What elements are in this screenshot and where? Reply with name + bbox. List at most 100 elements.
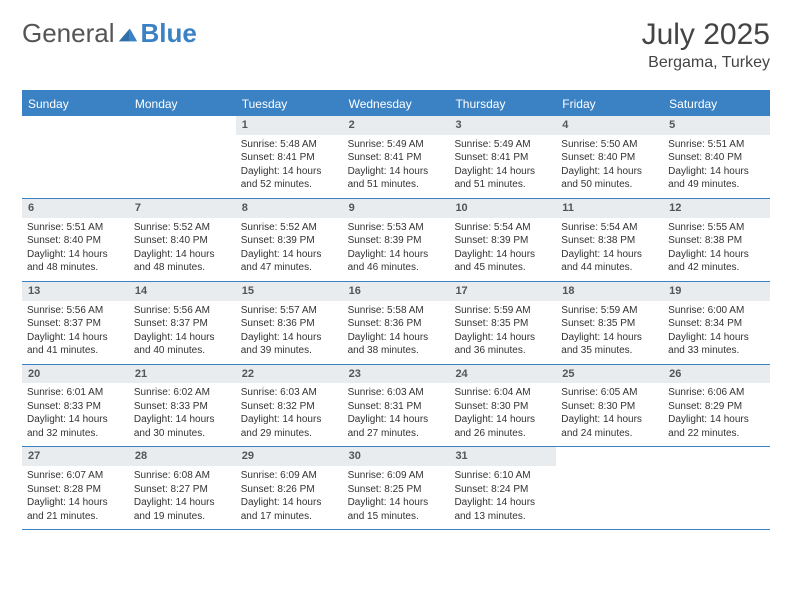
- month-title: July 2025: [642, 18, 770, 52]
- daylight-text: Daylight: 14 hours and 13 minutes.: [454, 496, 551, 523]
- week-row: 27Sunrise: 6:07 AMSunset: 8:28 PMDayligh…: [22, 447, 770, 530]
- daylight-text: Daylight: 14 hours and 48 minutes.: [134, 248, 231, 275]
- day-body: Sunrise: 5:52 AMSunset: 8:39 PMDaylight:…: [236, 218, 343, 281]
- day-cell: 28Sunrise: 6:08 AMSunset: 8:27 PMDayligh…: [129, 447, 236, 529]
- day-cell: 13Sunrise: 5:56 AMSunset: 8:37 PMDayligh…: [22, 282, 129, 364]
- day-cell: .: [556, 447, 663, 529]
- sunrise-text: Sunrise: 5:54 AM: [454, 221, 551, 235]
- sunrise-text: Sunrise: 5:54 AM: [561, 221, 658, 235]
- dow-cell: Friday: [556, 92, 663, 116]
- daylight-text: Daylight: 14 hours and 32 minutes.: [27, 413, 124, 440]
- weeks-container: .. 1Sunrise: 5:48 AMSunset: 8:41 PMDaylig…: [22, 116, 770, 530]
- week-row: ..1Sunrise: 5:48 AMSunset: 8:41 PMDaylig…: [22, 116, 770, 199]
- sunrise-text: Sunrise: 5:49 AM: [348, 138, 445, 152]
- day-body: Sunrise: 5:56 AMSunset: 8:37 PMDaylight:…: [129, 301, 236, 364]
- sunset-text: Sunset: 8:28 PM: [27, 483, 124, 497]
- sunset-text: Sunset: 8:24 PM: [454, 483, 551, 497]
- sunrise-text: Sunrise: 5:51 AM: [668, 138, 765, 152]
- day-body: Sunrise: 5:51 AMSunset: 8:40 PMDaylight:…: [663, 135, 770, 198]
- day-number: 26: [663, 365, 770, 384]
- sunrise-text: Sunrise: 6:07 AM: [27, 469, 124, 483]
- dow-cell: Saturday: [663, 92, 770, 116]
- brand-logo: General Blue: [22, 18, 197, 49]
- day-body: Sunrise: 6:07 AMSunset: 8:28 PMDaylight:…: [22, 466, 129, 529]
- sunrise-text: Sunrise: 5:59 AM: [454, 304, 551, 318]
- sunrise-text: Sunrise: 6:03 AM: [241, 386, 338, 400]
- daylight-text: Daylight: 14 hours and 44 minutes.: [561, 248, 658, 275]
- day-body: Sunrise: 6:05 AMSunset: 8:30 PMDaylight:…: [556, 383, 663, 446]
- day-body: Sunrise: 5:54 AMSunset: 8:39 PMDaylight:…: [449, 218, 556, 281]
- day-cell: 8Sunrise: 5:52 AMSunset: 8:39 PMDaylight…: [236, 199, 343, 281]
- daylight-text: Daylight: 14 hours and 21 minutes.: [27, 496, 124, 523]
- daylight-text: Daylight: 14 hours and 47 minutes.: [241, 248, 338, 275]
- dow-cell: Monday: [129, 92, 236, 116]
- daylight-text: Daylight: 14 hours and 24 minutes.: [561, 413, 658, 440]
- day-number: 12: [663, 199, 770, 218]
- daylight-text: Daylight: 14 hours and 36 minutes.: [454, 331, 551, 358]
- daylight-text: Daylight: 14 hours and 51 minutes.: [348, 165, 445, 192]
- day-cell: 14Sunrise: 5:56 AMSunset: 8:37 PMDayligh…: [129, 282, 236, 364]
- daylight-text: Daylight: 14 hours and 51 minutes.: [454, 165, 551, 192]
- day-cell: 11Sunrise: 5:54 AMSunset: 8:38 PMDayligh…: [556, 199, 663, 281]
- day-body: Sunrise: 5:59 AMSunset: 8:35 PMDaylight:…: [556, 301, 663, 364]
- header: General Blue July 2025 Bergama, Turkey: [22, 18, 770, 72]
- day-cell: 5Sunrise: 5:51 AMSunset: 8:40 PMDaylight…: [663, 116, 770, 198]
- sunrise-text: Sunrise: 6:09 AM: [241, 469, 338, 483]
- sunrise-text: Sunrise: 6:01 AM: [27, 386, 124, 400]
- title-block: July 2025 Bergama, Turkey: [642, 18, 770, 72]
- day-cell: 23Sunrise: 6:03 AMSunset: 8:31 PMDayligh…: [343, 365, 450, 447]
- day-body: Sunrise: 6:06 AMSunset: 8:29 PMDaylight:…: [663, 383, 770, 446]
- daylight-text: Daylight: 14 hours and 38 minutes.: [348, 331, 445, 358]
- sunrise-text: Sunrise: 6:04 AM: [454, 386, 551, 400]
- day-cell: 3Sunrise: 5:49 AMSunset: 8:41 PMDaylight…: [449, 116, 556, 198]
- day-number: 15: [236, 282, 343, 301]
- sunrise-text: Sunrise: 5:59 AM: [561, 304, 658, 318]
- day-number: 25: [556, 365, 663, 384]
- daylight-text: Daylight: 14 hours and 39 minutes.: [241, 331, 338, 358]
- day-number: 23: [343, 365, 450, 384]
- day-cell: 16Sunrise: 5:58 AMSunset: 8:36 PMDayligh…: [343, 282, 450, 364]
- sunset-text: Sunset: 8:40 PM: [561, 151, 658, 165]
- day-body: Sunrise: 5:51 AMSunset: 8:40 PMDaylight:…: [22, 218, 129, 281]
- sunset-text: Sunset: 8:39 PM: [241, 234, 338, 248]
- day-cell: 26Sunrise: 6:06 AMSunset: 8:29 PMDayligh…: [663, 365, 770, 447]
- day-cell: 9Sunrise: 5:53 AMSunset: 8:39 PMDaylight…: [343, 199, 450, 281]
- sunrise-text: Sunrise: 6:05 AM: [561, 386, 658, 400]
- sunset-text: Sunset: 8:35 PM: [454, 317, 551, 331]
- daylight-text: Daylight: 14 hours and 29 minutes.: [241, 413, 338, 440]
- day-cell: .: [22, 116, 129, 198]
- day-cell: 1Sunrise: 5:48 AMSunset: 8:41 PMDaylight…: [236, 116, 343, 198]
- dow-cell: Sunday: [22, 92, 129, 116]
- daylight-text: Daylight: 14 hours and 35 minutes.: [561, 331, 658, 358]
- brand-text-2: Blue: [141, 18, 197, 49]
- sunset-text: Sunset: 8:40 PM: [134, 234, 231, 248]
- daylight-text: Daylight: 14 hours and 50 minutes.: [561, 165, 658, 192]
- day-cell: 31Sunrise: 6:10 AMSunset: 8:24 PMDayligh…: [449, 447, 556, 529]
- daylight-text: Daylight: 14 hours and 27 minutes.: [348, 413, 445, 440]
- day-cell: 29Sunrise: 6:09 AMSunset: 8:26 PMDayligh…: [236, 447, 343, 529]
- day-cell: 22Sunrise: 6:03 AMSunset: 8:32 PMDayligh…: [236, 365, 343, 447]
- daylight-text: Daylight: 14 hours and 42 minutes.: [668, 248, 765, 275]
- sunrise-text: Sunrise: 6:02 AM: [134, 386, 231, 400]
- day-cell: 10Sunrise: 5:54 AMSunset: 8:39 PMDayligh…: [449, 199, 556, 281]
- day-body: Sunrise: 5:55 AMSunset: 8:38 PMDaylight:…: [663, 218, 770, 281]
- sunrise-text: Sunrise: 6:10 AM: [454, 469, 551, 483]
- day-number: 24: [449, 365, 556, 384]
- day-number: 5: [663, 116, 770, 135]
- daylight-text: Daylight: 14 hours and 48 minutes.: [27, 248, 124, 275]
- sunset-text: Sunset: 8:29 PM: [668, 400, 765, 414]
- dow-header-row: SundayMondayTuesdayWednesdayThursdayFrid…: [22, 92, 770, 116]
- sunrise-text: Sunrise: 6:06 AM: [668, 386, 765, 400]
- sunset-text: Sunset: 8:36 PM: [241, 317, 338, 331]
- day-number: 6: [22, 199, 129, 218]
- sunset-text: Sunset: 8:32 PM: [241, 400, 338, 414]
- day-number: 21: [129, 365, 236, 384]
- sunset-text: Sunset: 8:40 PM: [668, 151, 765, 165]
- day-cell: 4Sunrise: 5:50 AMSunset: 8:40 PMDaylight…: [556, 116, 663, 198]
- day-body: Sunrise: 6:01 AMSunset: 8:33 PMDaylight:…: [22, 383, 129, 446]
- week-row: 6Sunrise: 5:51 AMSunset: 8:40 PMDaylight…: [22, 199, 770, 282]
- day-number: 4: [556, 116, 663, 135]
- sunset-text: Sunset: 8:31 PM: [348, 400, 445, 414]
- day-cell: 20Sunrise: 6:01 AMSunset: 8:33 PMDayligh…: [22, 365, 129, 447]
- day-body: Sunrise: 6:03 AMSunset: 8:32 PMDaylight:…: [236, 383, 343, 446]
